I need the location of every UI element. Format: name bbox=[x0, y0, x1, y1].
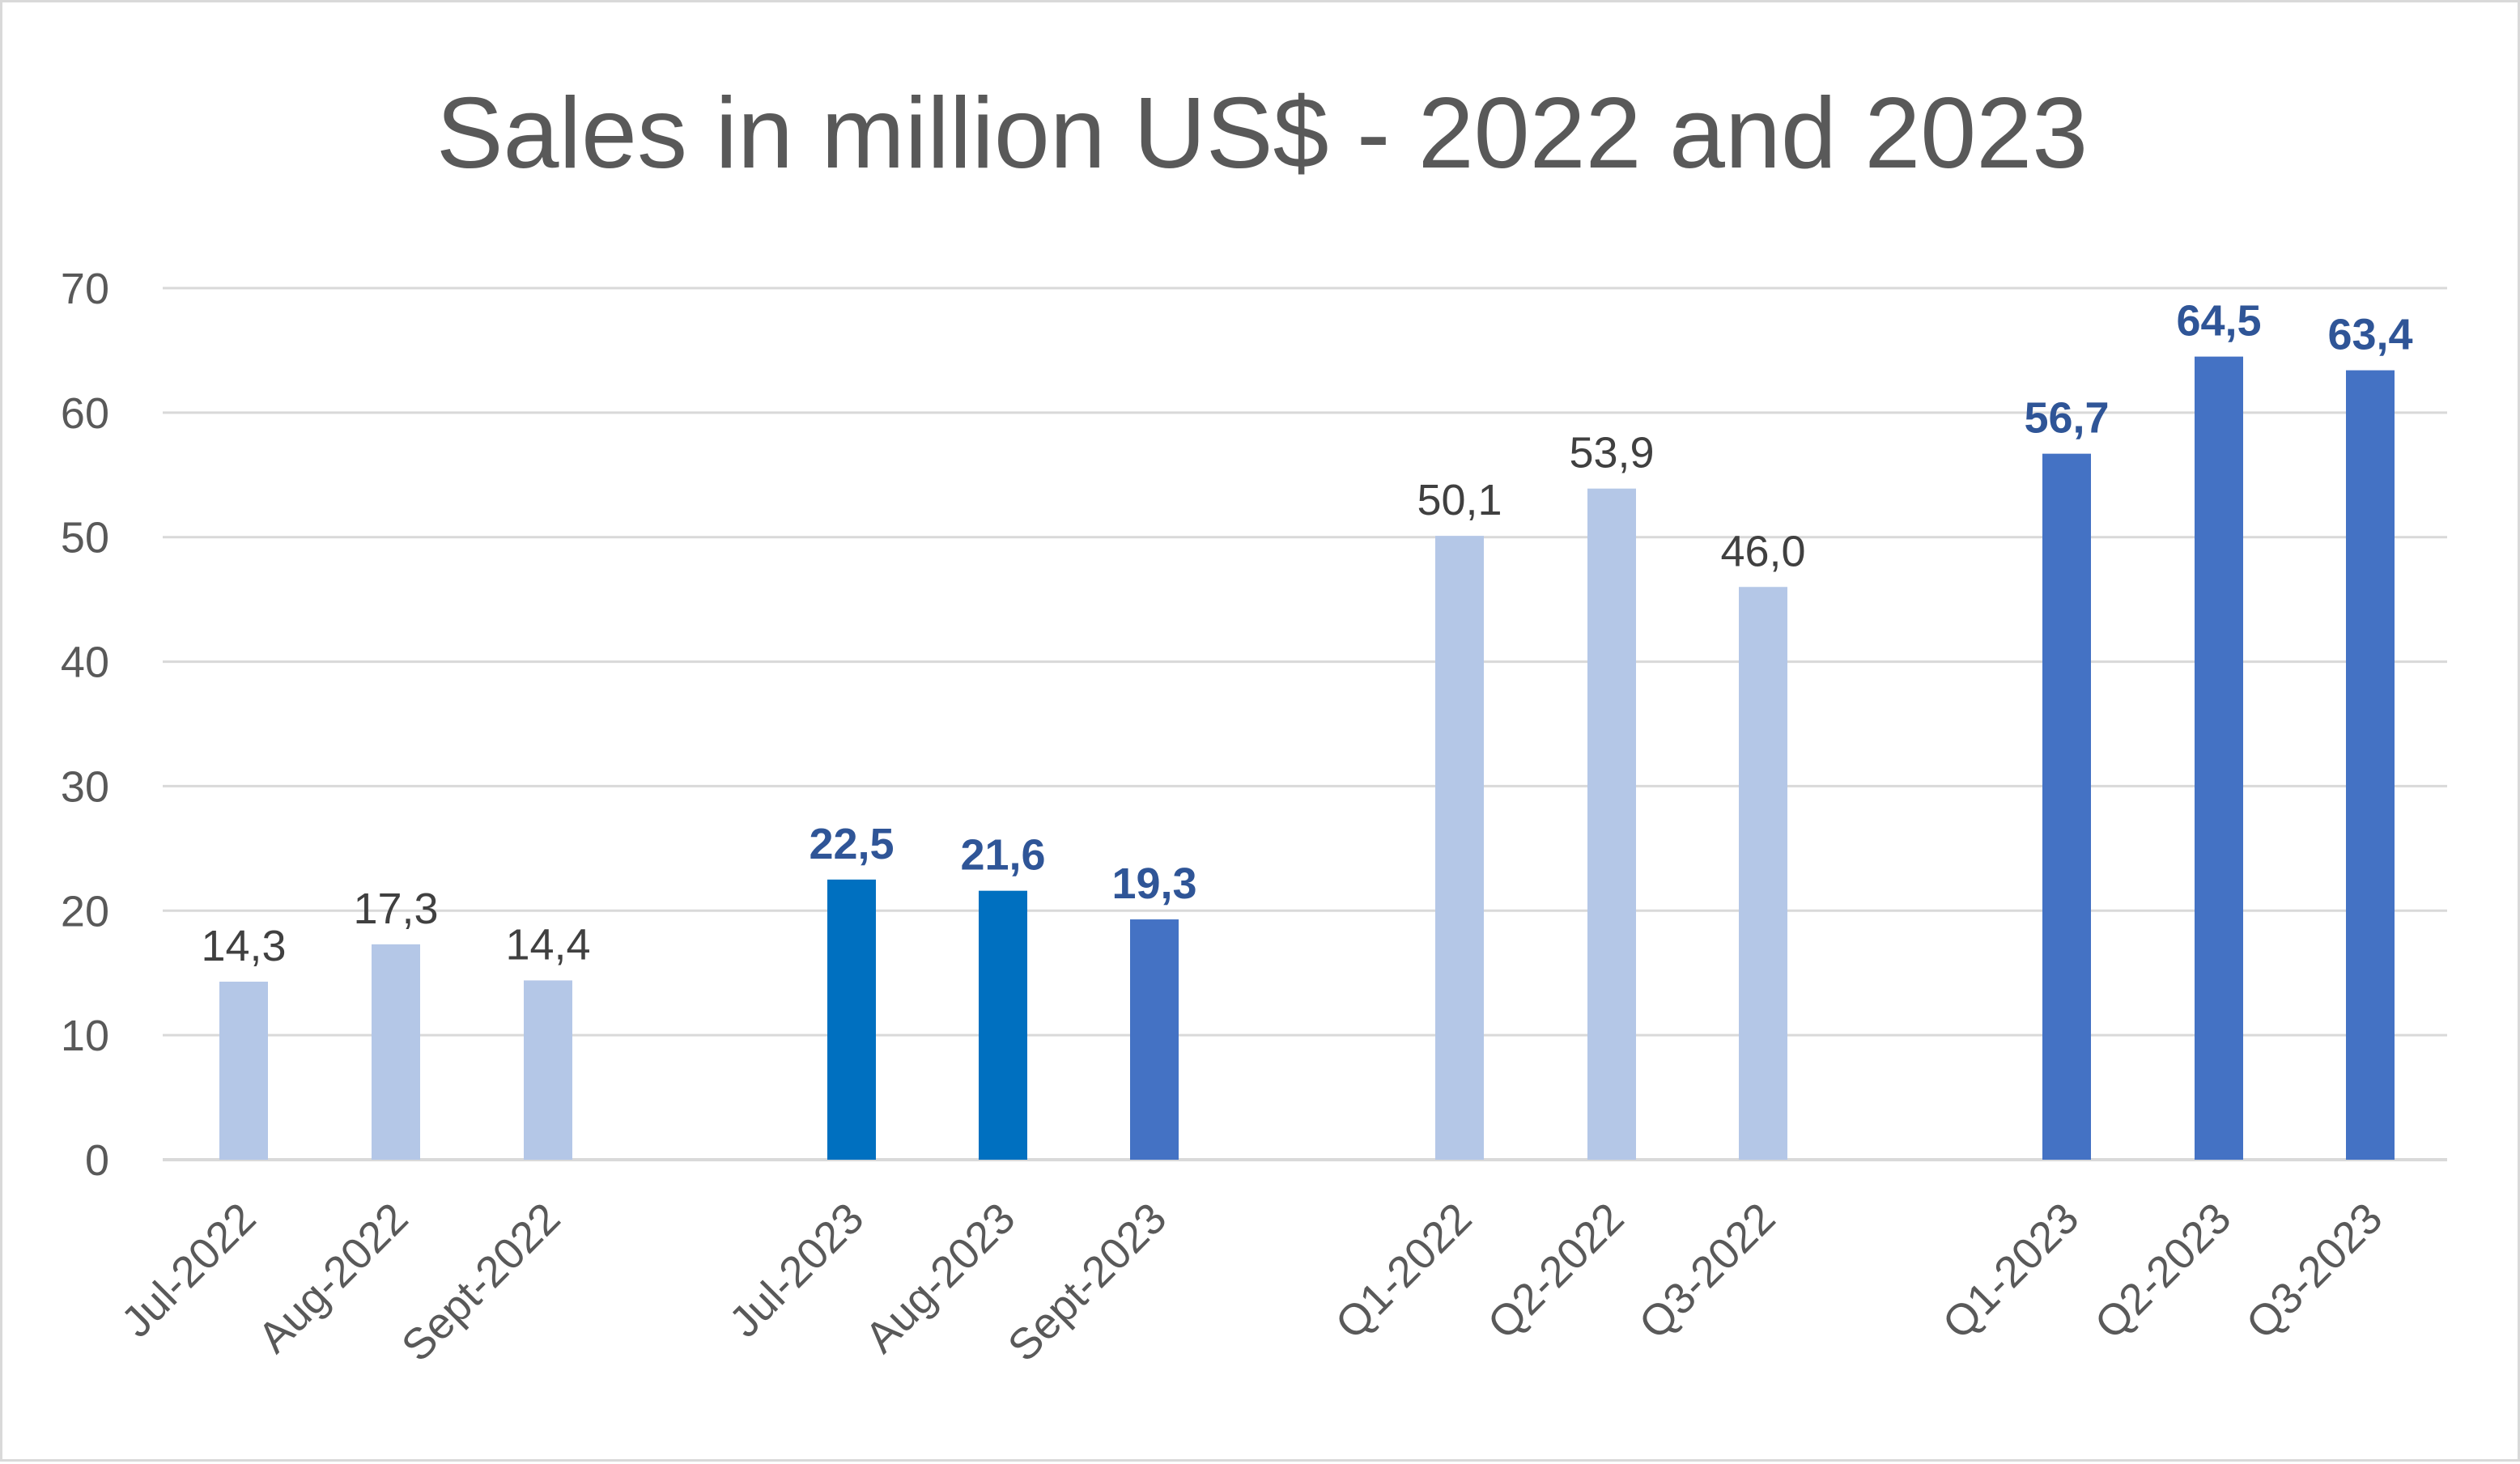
y-tick-label: 20 bbox=[61, 887, 109, 936]
x-tick-label: Q3-2022 bbox=[1630, 1194, 1784, 1348]
data-label: 50,1 bbox=[1417, 476, 1502, 524]
y-axis-tick-labels: 0 10 20 30 40 50 60 70 bbox=[61, 265, 109, 1185]
x-tick-label: Q1-2022 bbox=[1326, 1194, 1481, 1348]
y-tick-label: 30 bbox=[61, 762, 109, 811]
data-label: 56,7 bbox=[2024, 394, 2109, 443]
data-label: 14,4 bbox=[505, 920, 590, 969]
bar-sept-2023 bbox=[1130, 919, 1179, 1160]
bar-q1-2022 bbox=[1435, 536, 1484, 1160]
x-tick-label: Jul-2022 bbox=[113, 1194, 266, 1347]
data-label: 14,3 bbox=[201, 922, 286, 970]
y-tick-label: 50 bbox=[61, 514, 109, 562]
bar-q1-2023 bbox=[2042, 453, 2091, 1160]
data-label: 46,0 bbox=[1720, 527, 1805, 575]
data-label: 63,4 bbox=[2327, 311, 2412, 359]
data-label: 17,3 bbox=[353, 885, 438, 933]
chart-title: Sales in million US$ - 2022 and 2023 bbox=[436, 78, 2088, 189]
x-tick-label: Sept-2023 bbox=[999, 1194, 1176, 1371]
x-tick-label: Q1-2023 bbox=[1933, 1194, 2088, 1348]
data-labels: 14,3 17,3 14,4 22,5 21,6 19,3 50,1 53,9 46,0 56,7… bbox=[201, 297, 2412, 970]
data-label: 64,5 bbox=[2176, 297, 2261, 346]
x-tick-label: Q2-2023 bbox=[2085, 1194, 2240, 1348]
data-label: 22,5 bbox=[809, 820, 894, 868]
bar-jul-2023 bbox=[827, 879, 876, 1160]
y-tick-label: 0 bbox=[85, 1136, 109, 1185]
bars bbox=[219, 356, 2395, 1160]
data-label: 19,3 bbox=[1111, 859, 1196, 908]
bar-aug-2022 bbox=[372, 944, 420, 1160]
y-tick-label: 10 bbox=[61, 1012, 109, 1060]
x-tick-label: Sept-2022 bbox=[393, 1194, 570, 1371]
bar-q2-2022 bbox=[1587, 488, 1636, 1160]
bar-sept-2022 bbox=[524, 980, 572, 1160]
y-tick-label: 60 bbox=[61, 389, 109, 438]
x-tick-label: Q3-2023 bbox=[2237, 1194, 2391, 1348]
x-tick-label: Jul-2023 bbox=[720, 1194, 873, 1347]
x-tick-label: Q2-2022 bbox=[1478, 1194, 1633, 1348]
y-tick-label: 70 bbox=[61, 265, 109, 313]
bar-q3-2023 bbox=[2346, 370, 2395, 1160]
bar-jul-2022 bbox=[219, 981, 268, 1160]
data-label: 21,6 bbox=[960, 831, 1045, 880]
data-label: 53,9 bbox=[1569, 429, 1654, 477]
bar-q2-2023 bbox=[2195, 356, 2243, 1160]
bar-aug-2023 bbox=[979, 890, 1027, 1160]
y-tick-label: 40 bbox=[61, 639, 109, 687]
bar-q3-2022 bbox=[1739, 587, 1787, 1160]
